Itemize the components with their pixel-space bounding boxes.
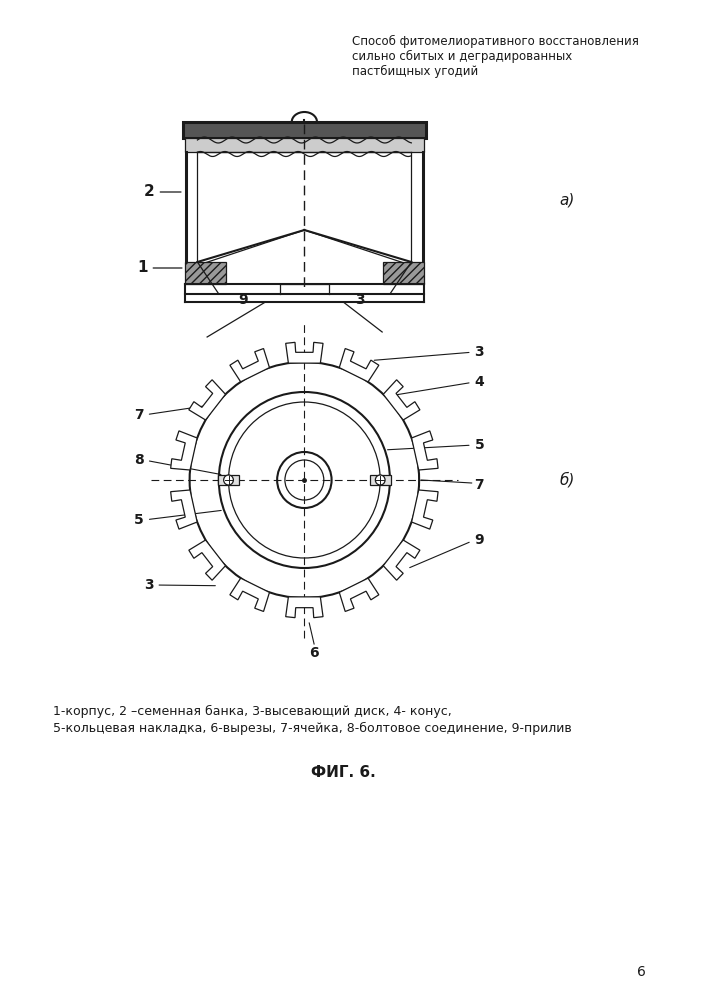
Text: 4: 4	[388, 375, 484, 396]
Circle shape	[223, 475, 233, 485]
Text: 3: 3	[374, 345, 484, 360]
Polygon shape	[230, 349, 269, 382]
Polygon shape	[411, 490, 438, 529]
Text: 6: 6	[637, 965, 646, 979]
Text: 9: 9	[238, 293, 248, 307]
Polygon shape	[218, 475, 239, 485]
Polygon shape	[370, 475, 391, 485]
Text: 9: 9	[410, 533, 484, 568]
Polygon shape	[183, 122, 426, 138]
Polygon shape	[230, 578, 269, 611]
Text: 2: 2	[144, 184, 181, 200]
Polygon shape	[185, 262, 226, 284]
Text: 7: 7	[134, 405, 214, 422]
Circle shape	[375, 475, 385, 485]
Text: 5: 5	[134, 510, 221, 527]
Text: 6: 6	[309, 646, 319, 660]
Text: 1-корпус, 2 –семенная банка, 3-высевающий диск, 4- конус,: 1-корпус, 2 –семенная банка, 3-высевающи…	[54, 705, 452, 718]
Polygon shape	[170, 490, 197, 529]
Text: 5: 5	[387, 438, 484, 452]
Polygon shape	[189, 540, 226, 580]
Text: ФИГ. 6.: ФИГ. 6.	[311, 765, 375, 780]
Polygon shape	[339, 349, 379, 382]
Text: а): а)	[559, 192, 575, 208]
Polygon shape	[286, 342, 323, 363]
Text: Способ фитомелиоративного восстановления
сильно сбитых и деградированных
пастбищ: Способ фитомелиоративного восстановления…	[352, 35, 639, 78]
Text: 3: 3	[144, 578, 216, 592]
Polygon shape	[383, 380, 420, 420]
Text: б): б)	[559, 472, 575, 488]
Polygon shape	[170, 431, 197, 470]
Text: 5-кольцевая накладка, 6-вырезы, 7-ячейка, 8-болтовое соединение, 9-прилив: 5-кольцевая накладка, 6-вырезы, 7-ячейка…	[54, 722, 572, 735]
Polygon shape	[286, 597, 323, 618]
Polygon shape	[185, 138, 424, 152]
Text: 7: 7	[474, 478, 484, 492]
Text: 8: 8	[134, 453, 221, 474]
Text: 1: 1	[137, 260, 182, 275]
Polygon shape	[411, 431, 438, 470]
Polygon shape	[383, 262, 424, 284]
Text: 3: 3	[355, 293, 365, 307]
Polygon shape	[383, 540, 420, 580]
Polygon shape	[339, 578, 379, 611]
Polygon shape	[189, 380, 226, 420]
